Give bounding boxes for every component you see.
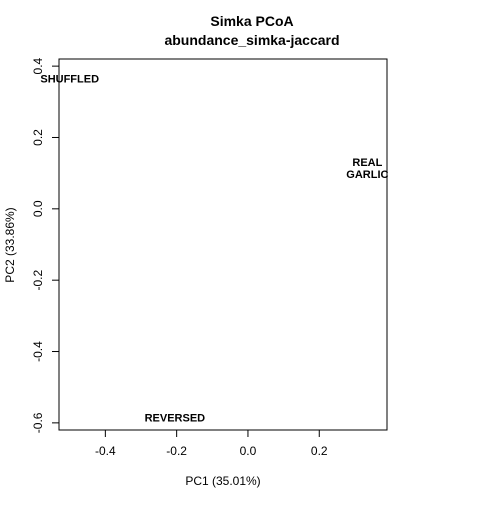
y-tick-label: -0.4	[31, 341, 45, 362]
y-tick-label: 0.4	[31, 57, 45, 74]
y-axis-label: PC2 (33.86%)	[3, 207, 17, 282]
point-label: SHUFFLED	[40, 74, 99, 86]
x-tick-label: -0.4	[95, 444, 116, 458]
y-tick-label: -0.6	[31, 412, 45, 433]
x-axis-label: PC1 (35.01%)	[185, 474, 260, 488]
y-tick-label: -0.2	[31, 270, 45, 291]
point-labels: SHUFFLED REAL GARLIC REVERSED	[40, 74, 388, 425]
y-tick-label: 0.2	[31, 129, 45, 146]
x-tick-label: 0.0	[240, 444, 257, 458]
x-tick-label: -0.2	[166, 444, 187, 458]
chart-subtitle: abundance_simka-jaccard	[164, 32, 339, 48]
y-axis: -0.6 -0.4 -0.2 0.0 0.2 0.4	[31, 57, 60, 433]
y-tick-label: 0.0	[31, 200, 45, 217]
chart-title: Simka PCoA	[210, 13, 293, 29]
point-label: REAL GARLIC	[346, 157, 388, 181]
plot-frame	[58, 58, 388, 431]
x-axis: -0.4 -0.2 0.0 0.2	[95, 429, 328, 458]
x-tick-label: 0.2	[311, 444, 328, 458]
point-label: REVERSED	[145, 413, 206, 425]
